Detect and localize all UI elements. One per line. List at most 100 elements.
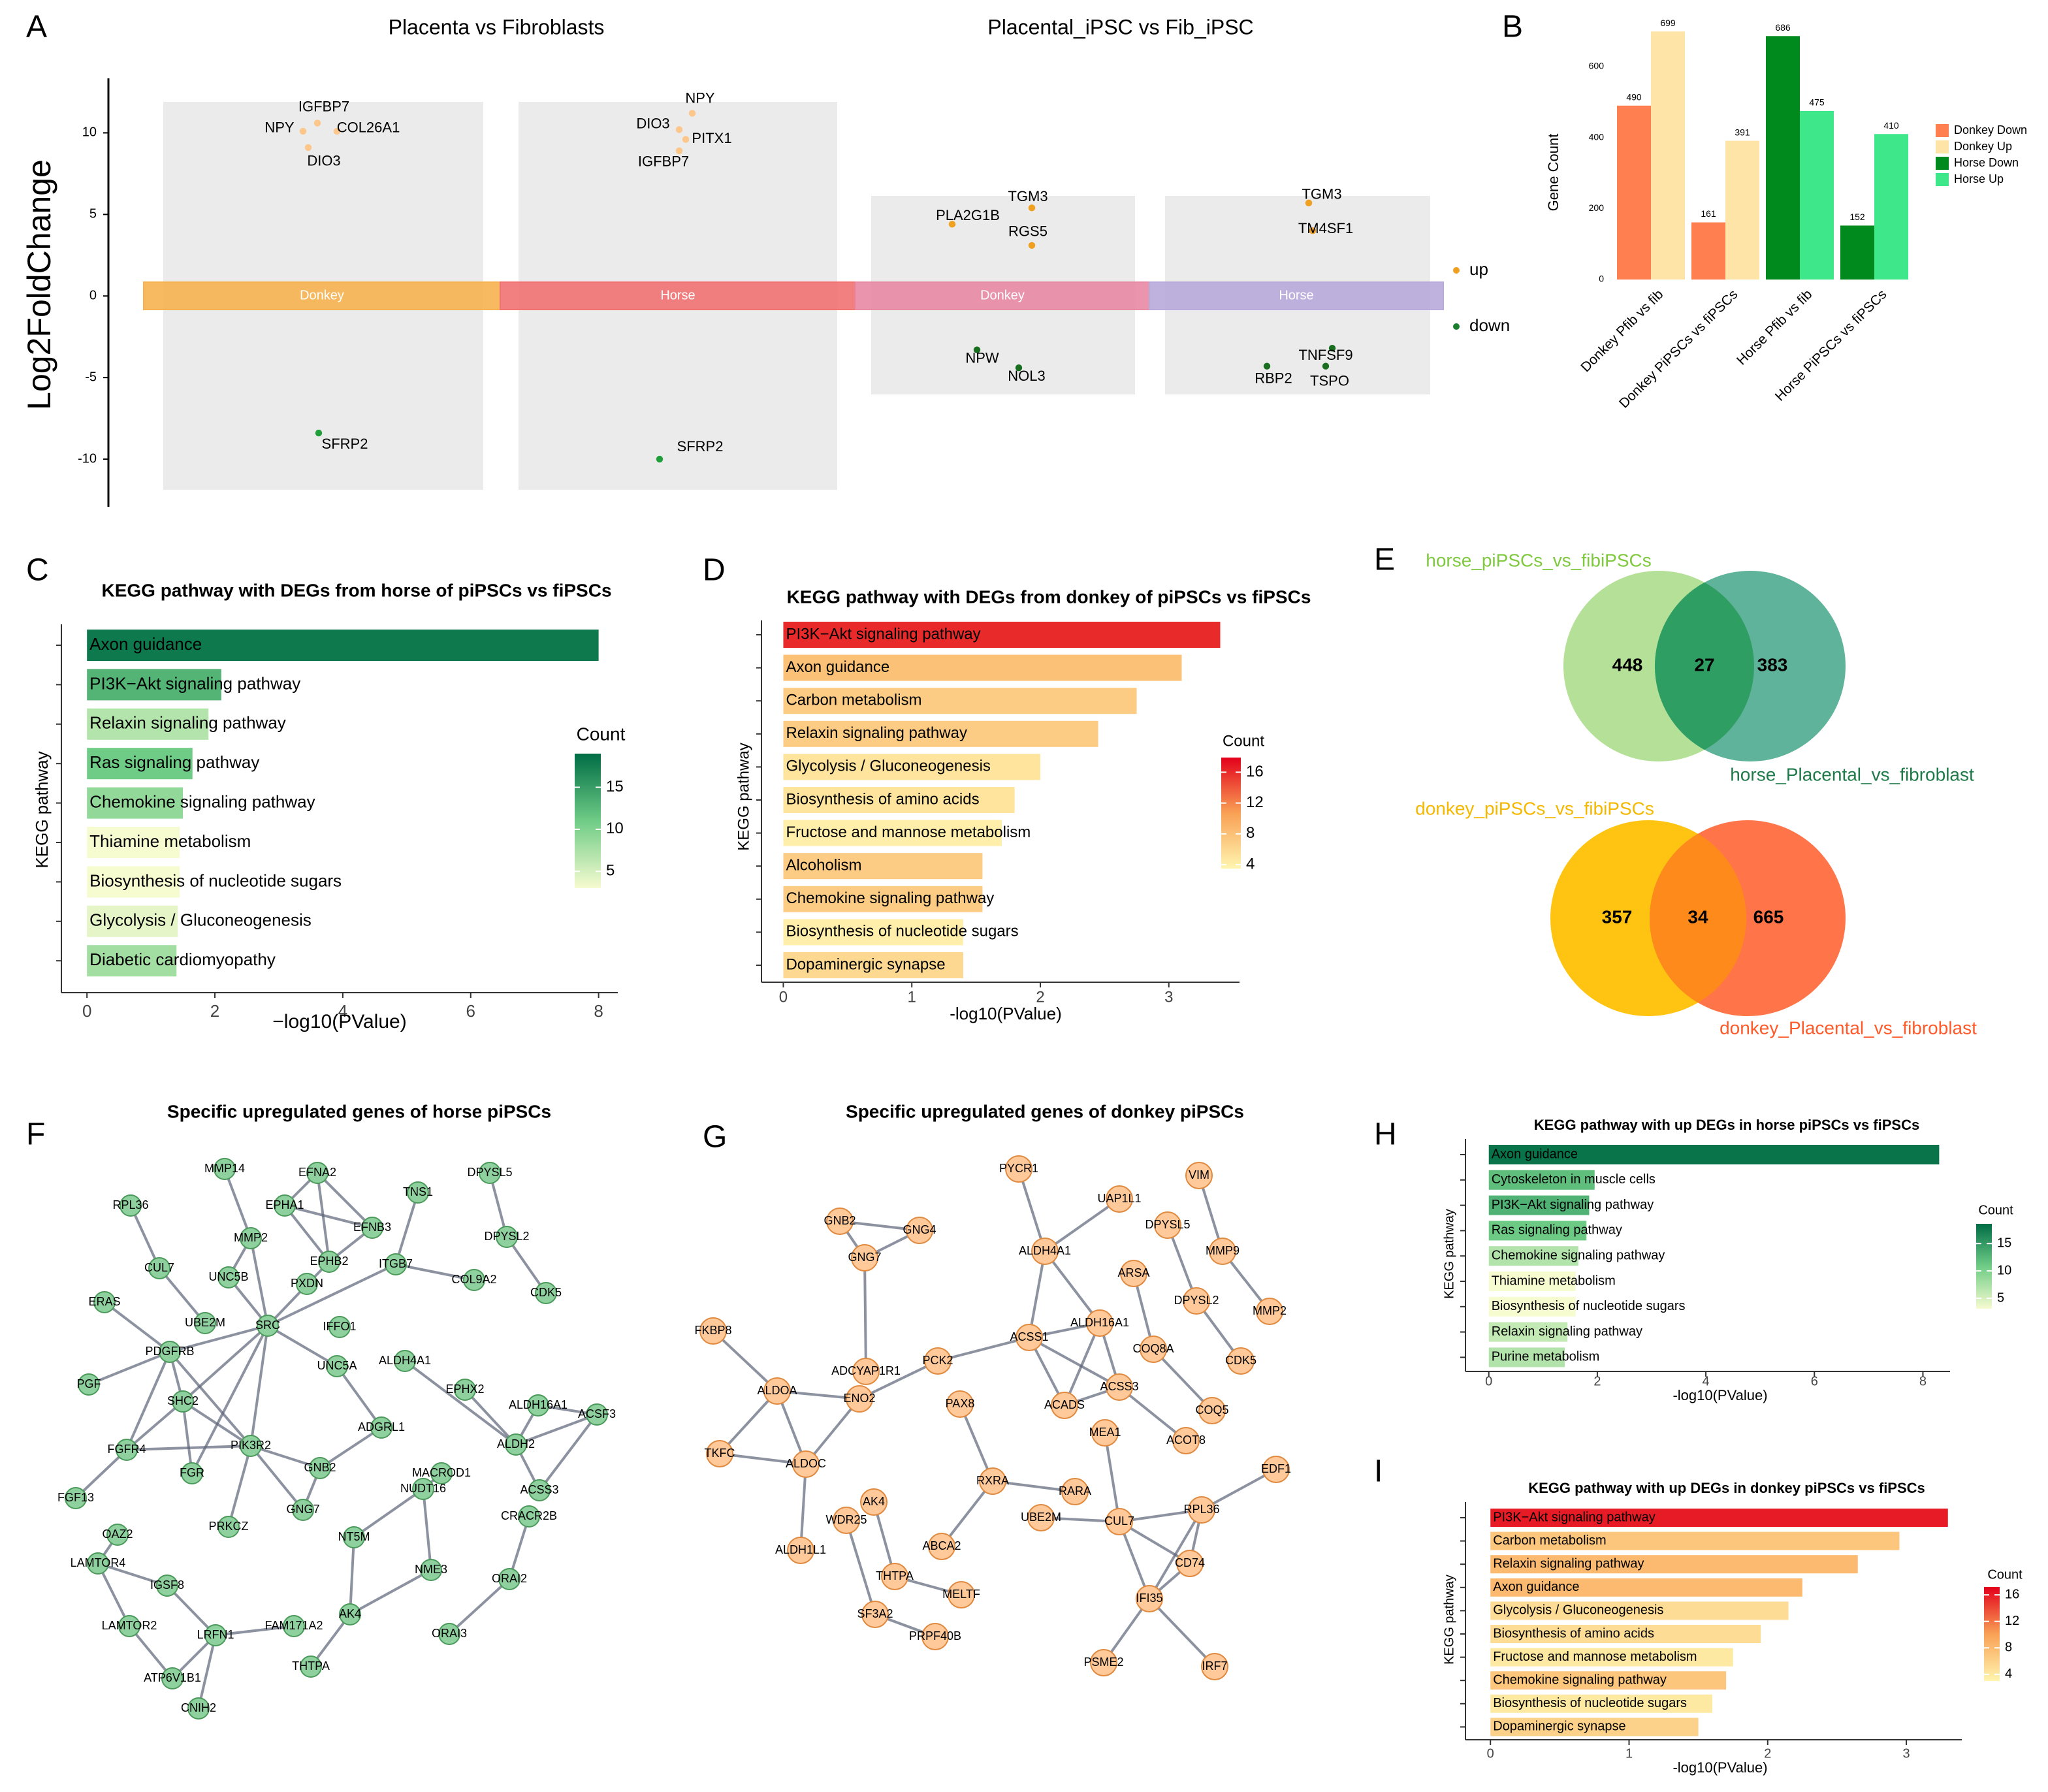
gene-point xyxy=(675,126,683,133)
node xyxy=(78,1373,100,1396)
node xyxy=(1091,1419,1119,1447)
colorbar-tick-label: 5 xyxy=(1997,1290,2004,1305)
colorbar-tick-label: 16 xyxy=(2005,1587,2019,1601)
bar-value-label: 391 xyxy=(1735,127,1750,137)
node xyxy=(1136,1585,1163,1612)
y-axis-label: Log2FoldChange xyxy=(21,159,57,410)
node xyxy=(187,1697,210,1720)
legend-swatch xyxy=(1936,157,1949,170)
node-label: MEA1 xyxy=(1089,1426,1121,1439)
node-label: ALDH1L1 xyxy=(775,1543,826,1556)
node-label: FAM171A2 xyxy=(264,1619,323,1632)
edge xyxy=(349,1569,432,1616)
x-tick-label: 6 xyxy=(1811,1374,1818,1388)
node-label: IGSF8 xyxy=(150,1578,184,1592)
legend-title: Count xyxy=(577,724,626,744)
node xyxy=(93,1291,116,1313)
bar xyxy=(1488,1195,1590,1215)
legend-label: Donkey Up xyxy=(1954,140,2012,153)
x-tick-label: 4 xyxy=(1703,1374,1710,1388)
gene-label: NPY xyxy=(685,89,715,106)
panel-letter: B xyxy=(1502,10,1523,44)
set-name: horse_Placental_vs_fibroblast xyxy=(1730,764,1974,784)
bar xyxy=(87,827,180,858)
node-label: GNG7 xyxy=(848,1251,881,1264)
node-label: VIM xyxy=(1189,1168,1209,1181)
edge xyxy=(267,1263,396,1327)
edge xyxy=(182,1324,269,1403)
node-label: WDR25 xyxy=(825,1513,867,1526)
venn-overlap xyxy=(1655,582,1754,750)
legend-label: down xyxy=(1469,315,1510,335)
node-label: THTPA xyxy=(292,1659,330,1672)
bar xyxy=(87,787,184,819)
panel-letter: H xyxy=(1374,1117,1397,1152)
edge xyxy=(336,1365,383,1429)
panel-title: KEGG pathway with DEGs from horse of piP… xyxy=(101,580,611,600)
gene-label: TGM3 xyxy=(1302,186,1341,202)
y-tick-label: 0 xyxy=(1599,274,1604,284)
x-tick-label: 2 xyxy=(1593,1374,1601,1388)
edge xyxy=(284,1204,373,1229)
edge xyxy=(940,1480,994,1548)
node-label: ORAI3 xyxy=(432,1627,467,1640)
node xyxy=(1209,1238,1236,1265)
category-label: Dopaminergic synapse xyxy=(786,955,945,973)
category-label: Axon guidance xyxy=(1493,1580,1579,1594)
bar xyxy=(783,853,983,880)
y-axis-label: KEGG pathway xyxy=(32,751,52,868)
category-label: Axon guidance xyxy=(1492,1147,1578,1161)
y-axis-label: KEGG pathway xyxy=(1442,1575,1456,1665)
colorbar xyxy=(1976,1224,1992,1309)
node xyxy=(763,1377,791,1405)
bar-value-label: 152 xyxy=(1849,212,1865,222)
edge xyxy=(1028,1251,1046,1338)
node-label: EDF1 xyxy=(1261,1462,1291,1475)
bar xyxy=(1691,222,1725,280)
edge xyxy=(319,1426,383,1469)
node xyxy=(979,1467,1006,1495)
edge xyxy=(316,1172,330,1262)
node xyxy=(1172,1427,1200,1454)
category-label: Chemokine signaling pathway xyxy=(786,889,994,907)
venn-count: 357 xyxy=(1602,906,1633,927)
edge xyxy=(223,1168,252,1239)
panel-letter: E xyxy=(1374,543,1395,577)
gene-point xyxy=(682,136,690,143)
node-label: IFFO1 xyxy=(323,1320,356,1333)
bar xyxy=(87,630,599,661)
gene-label: SFRP2 xyxy=(677,438,724,455)
group-label: Horse xyxy=(660,288,695,302)
node xyxy=(1176,1550,1204,1577)
node xyxy=(787,1537,814,1564)
bar xyxy=(1488,1272,1576,1291)
edge xyxy=(448,1578,511,1635)
edge xyxy=(125,1400,184,1451)
x-tick-label: 8 xyxy=(594,1001,603,1021)
node-label: THTPA xyxy=(876,1569,914,1582)
node-label: IRF7 xyxy=(1202,1659,1227,1672)
colorbar-tick-label: 15 xyxy=(606,778,624,795)
bar xyxy=(1490,1648,1733,1667)
edge xyxy=(197,1635,217,1709)
node-label: PYCR1 xyxy=(999,1162,1038,1175)
y-tick-label: 5 xyxy=(89,207,97,221)
bar xyxy=(783,622,1221,648)
category-label: Chemokine signaling pathway xyxy=(1492,1248,1665,1262)
node xyxy=(699,1317,727,1345)
node xyxy=(120,1194,142,1217)
legend-title: Count xyxy=(1987,1567,2023,1582)
node xyxy=(217,1516,240,1538)
panel-title: KEGG pathway with up DEGs in horse piPSC… xyxy=(1534,1117,1919,1133)
panel-letter: I xyxy=(1374,1454,1383,1489)
node xyxy=(833,1507,860,1534)
panel-title: KEGG pathway with up DEGs in donkey piPS… xyxy=(1528,1480,1925,1496)
colorbar-tick-label: 4 xyxy=(2005,1667,2012,1681)
gene-point xyxy=(313,120,321,127)
bar xyxy=(87,669,221,701)
gene-point xyxy=(315,429,323,437)
gene-point xyxy=(688,110,696,117)
colorbar-tick-label: 16 xyxy=(1246,763,1264,780)
x-axis-label: −log10(PValue) xyxy=(272,1011,406,1032)
